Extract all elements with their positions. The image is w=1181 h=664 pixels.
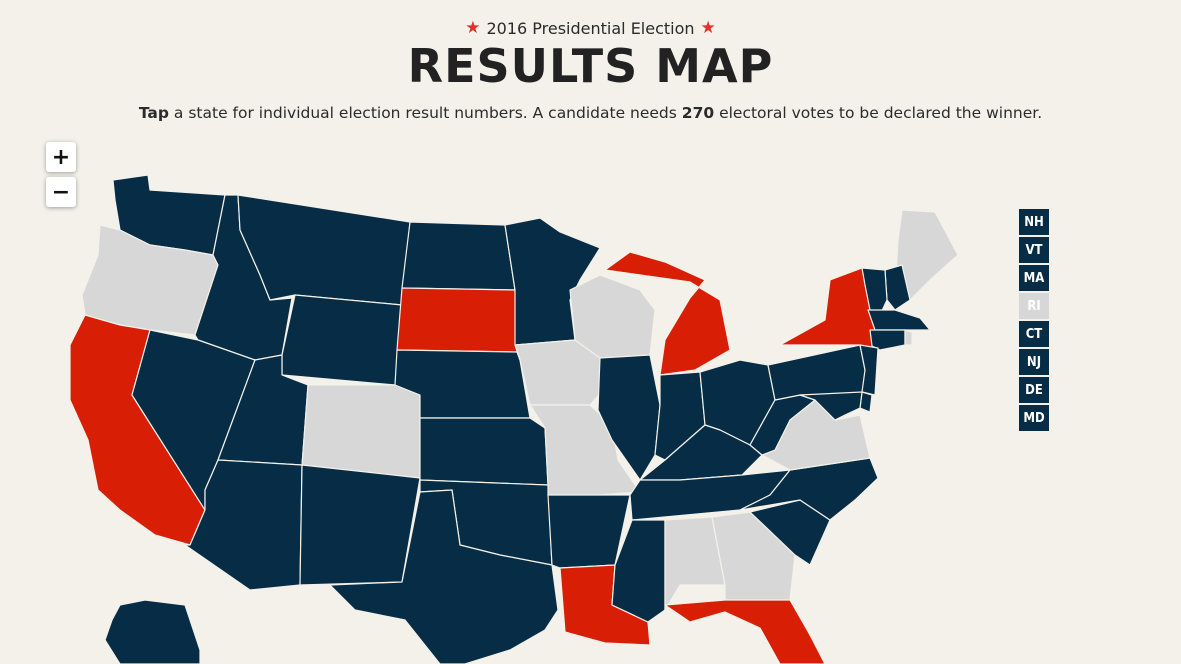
state-nc[interactable] bbox=[739, 457, 879, 521]
state-ny[interactable] bbox=[779, 267, 879, 356]
small-state-md[interactable]: MD bbox=[1019, 405, 1049, 431]
small-state-nh[interactable]: NH bbox=[1019, 209, 1049, 235]
state-co[interactable] bbox=[301, 384, 421, 479]
state-ri[interactable] bbox=[904, 329, 913, 346]
state-md[interactable] bbox=[799, 391, 863, 421]
state-pa[interactable] bbox=[767, 344, 871, 401]
intro-votes: 270 bbox=[681, 104, 715, 122]
small-state-de[interactable]: DE bbox=[1019, 377, 1049, 403]
state-tx[interactable] bbox=[329, 489, 559, 664]
state-al[interactable] bbox=[664, 516, 726, 611]
zoom-out-button[interactable]: − bbox=[46, 177, 76, 207]
state-sc[interactable] bbox=[749, 499, 831, 566]
state-nd[interactable] bbox=[401, 221, 516, 291]
zoom-in-button[interactable]: + bbox=[46, 142, 76, 172]
state-mi[interactable] bbox=[604, 251, 731, 376]
intro-tap: Tap bbox=[138, 104, 169, 122]
small-state-vt[interactable]: VT bbox=[1019, 237, 1049, 263]
small-state-nj[interactable]: NJ bbox=[1019, 349, 1049, 375]
small-state-ct[interactable]: CT bbox=[1019, 321, 1049, 347]
state-ct[interactable] bbox=[869, 329, 906, 351]
state-me[interactable] bbox=[894, 209, 959, 301]
state-nm[interactable] bbox=[299, 464, 421, 586]
kicker: ★ 2016 Presidential Election ★ bbox=[0, 16, 1181, 40]
state-il[interactable] bbox=[597, 354, 661, 481]
intro-text-1: a state for individual election result n… bbox=[168, 104, 682, 122]
small-state-ri[interactable]: RI bbox=[1019, 293, 1049, 319]
state-fl[interactable] bbox=[664, 599, 826, 664]
header: ★ 2016 Presidential Election ★ RESULTS M… bbox=[0, 16, 1181, 93]
state-ma[interactable] bbox=[867, 309, 931, 331]
state-wi[interactable] bbox=[569, 274, 656, 359]
intro-text-2: electoral votes to be declared the winne… bbox=[714, 104, 1043, 122]
small-states-list: NH VT MA RI CT NJ DE MD bbox=[1019, 209, 1049, 433]
star-icon: ★ bbox=[700, 17, 716, 38]
state-sd[interactable] bbox=[396, 287, 518, 353]
page-title: RESULTS MAP bbox=[407, 39, 774, 93]
state-wy[interactable] bbox=[281, 294, 403, 386]
star-icon: ★ bbox=[465, 17, 481, 38]
state-ks[interactable] bbox=[419, 417, 549, 486]
kicker-text: 2016 Presidential Election bbox=[486, 18, 695, 38]
intro-text: Tap a state for individual election resu… bbox=[0, 104, 1181, 122]
state-ak[interactable] bbox=[104, 599, 201, 664]
small-state-ma[interactable]: MA bbox=[1019, 265, 1049, 291]
